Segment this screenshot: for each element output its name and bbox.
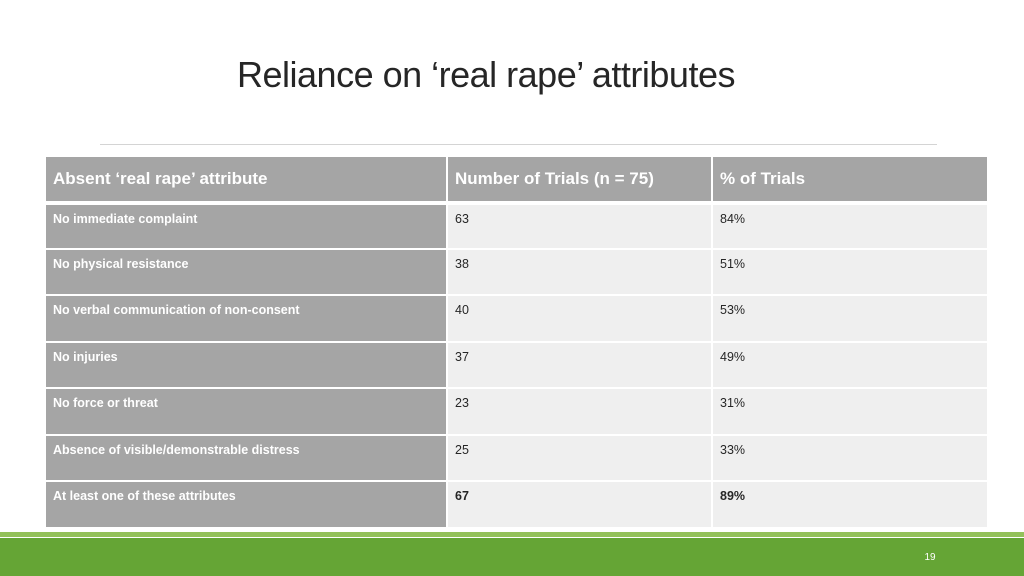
row-percent: 33%	[713, 435, 989, 482]
table-row: No immediate complaint 63 84%	[46, 203, 989, 250]
header-number-of-trials: Number of Trials (n = 75)	[448, 157, 713, 203]
row-percent: 89%	[713, 482, 989, 529]
row-trials: 38	[448, 249, 713, 296]
footer-bar	[0, 538, 1024, 576]
header-attribute: Absent ‘real rape’ attribute	[46, 157, 448, 203]
row-attribute: No injuries	[46, 342, 448, 389]
page-number: 19	[924, 552, 936, 563]
row-attribute: No verbal communication of non-consent	[46, 296, 448, 343]
header-percent-of-trials: % of Trials	[713, 157, 989, 203]
row-attribute: No immediate complaint	[46, 203, 448, 250]
table-row: No verbal communication of non-consent 4…	[46, 296, 989, 343]
row-attribute: No physical resistance	[46, 249, 448, 296]
table-row: Absence of visible/demonstrable distress…	[46, 435, 989, 482]
row-attribute: No force or threat	[46, 389, 448, 436]
row-trials: 37	[448, 342, 713, 389]
row-percent: 84%	[713, 203, 989, 250]
table-row: No force or threat 23 31%	[46, 389, 989, 436]
attributes-table: Absent ‘real rape’ attribute Number of T…	[46, 157, 989, 529]
title-divider	[100, 144, 937, 145]
table-row: No physical resistance 38 51%	[46, 249, 989, 296]
slide-title: Reliance on ‘real rape’ attributes	[237, 54, 735, 95]
table-total-row: At least one of these attributes 67 89%	[46, 482, 989, 529]
row-attribute: At least one of these attributes	[46, 482, 448, 529]
row-attribute: Absence of visible/demonstrable distress	[46, 435, 448, 482]
footer-accent-line	[0, 532, 1024, 537]
row-percent: 53%	[713, 296, 989, 343]
row-percent: 49%	[713, 342, 989, 389]
table-row: No injuries 37 49%	[46, 342, 989, 389]
row-trials: 23	[448, 389, 713, 436]
row-percent: 51%	[713, 249, 989, 296]
row-trials: 67	[448, 482, 713, 529]
row-percent: 31%	[713, 389, 989, 436]
row-trials: 40	[448, 296, 713, 343]
table-header-row: Absent ‘real rape’ attribute Number of T…	[46, 157, 989, 203]
row-trials: 25	[448, 435, 713, 482]
row-trials: 63	[448, 203, 713, 250]
